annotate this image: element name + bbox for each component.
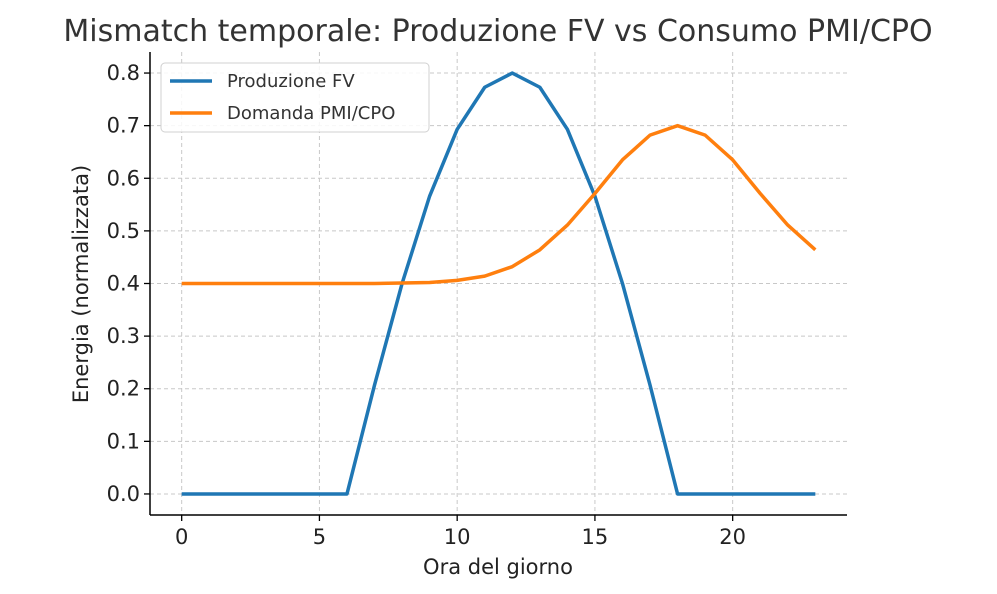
y-tick-label-5: 0.5 xyxy=(107,219,140,243)
x-tick-label-3: 15 xyxy=(582,525,609,549)
y-axis-ticks: 0.0 0.1 0.2 0.3 0.4 0.5 0.6 0.7 0.8 xyxy=(107,61,150,506)
x-tick-label-0: 0 xyxy=(175,525,188,549)
series-line-produzione-fv xyxy=(181,71,816,496)
legend-label-produzione: Produzione FV xyxy=(227,71,355,92)
x-tick-label-2: 10 xyxy=(444,525,471,549)
legend: Produzione FV Domanda PMI/CPO xyxy=(160,62,430,133)
y-tick-label-3: 0.3 xyxy=(107,324,140,348)
x-tick-label-4: 20 xyxy=(719,525,746,549)
chart-title: Mismatch temporale: Produzione FV vs Con… xyxy=(63,14,932,49)
x-axis-ticks: 0 5 10 15 20 xyxy=(175,515,746,549)
series-lines xyxy=(181,71,817,496)
y-tick-label-6: 0.6 xyxy=(107,166,140,190)
y-tick-label-0: 0.0 xyxy=(107,482,140,506)
legend-box xyxy=(160,62,430,133)
y-tick-label-7: 0.7 xyxy=(107,114,140,138)
y-tick-label-8: 0.8 xyxy=(107,61,140,85)
y-tick-label-1: 0.1 xyxy=(107,429,140,453)
x-axis-label: Ora del giorno xyxy=(423,555,573,579)
y-axis-label: Energia (normalizzata) xyxy=(69,165,93,403)
legend-label-domanda: Domanda PMI/CPO xyxy=(227,103,395,124)
series-line-domanda-pmi-cpo xyxy=(181,123,817,286)
y-tick-label-4: 0.4 xyxy=(107,272,140,296)
y-tick-label-2: 0.2 xyxy=(107,377,140,401)
x-tick-label-1: 5 xyxy=(313,525,326,549)
